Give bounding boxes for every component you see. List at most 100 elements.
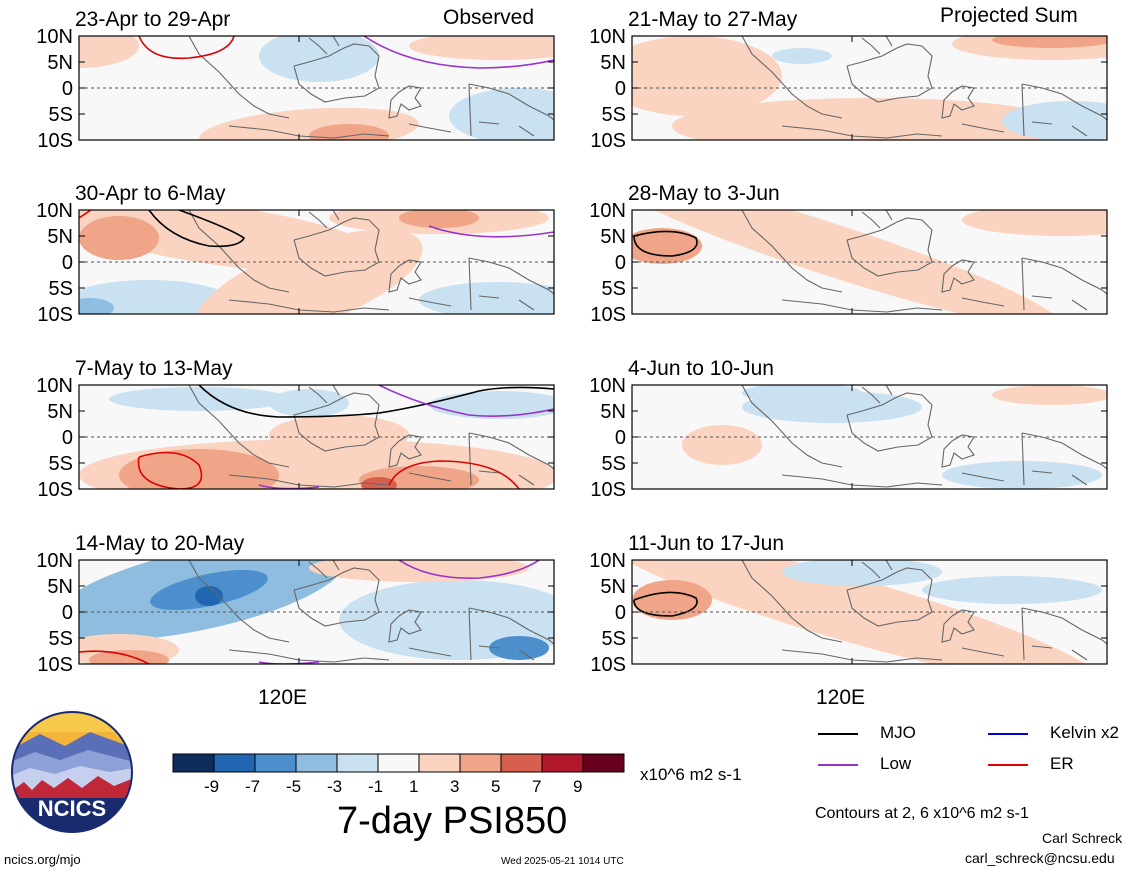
- colorbar-units: x10^6 m2 s-1: [640, 765, 742, 784]
- lat-tick-label: 5N: [47, 52, 73, 74]
- map-panel: 10N 5N 0 5S 10S 23-Apr to 29-Apr: [36, 8, 555, 152]
- colorbar-swatch: [172, 753, 215, 773]
- lat-tick-label: 0: [62, 252, 73, 274]
- x-tick-right: 120E: [816, 686, 866, 709]
- lat-tick-label: 10N: [36, 26, 73, 48]
- legend-swatch: [988, 733, 1028, 735]
- legend-label: Kelvin x2: [1050, 723, 1119, 742]
- x-tick-left: 120E: [258, 686, 308, 709]
- lat-tick-label: 10N: [589, 375, 626, 397]
- lat-tick-label: 5S: [49, 453, 73, 475]
- colorbar: [172, 753, 625, 773]
- colorbar-swatch: [336, 753, 379, 773]
- lat-tick-label: 0: [615, 602, 626, 624]
- map-panel: 10N 5N 0 5S 10S 28-May to 3-Jun: [589, 182, 1108, 326]
- low-contour: [378, 385, 554, 417]
- map-panel: 10N 5N 0 5S 10S 11-Jun to 17-Jun: [589, 532, 1108, 676]
- author: Carl Schreck: [1042, 830, 1123, 846]
- projected-label: Projected Sum: [940, 4, 1078, 27]
- colorbar-tick-label: 3: [450, 777, 460, 796]
- er-contour: [137, 451, 203, 489]
- mjo-contour: [148, 210, 246, 248]
- anomaly-shading: [632, 210, 1107, 314]
- colorbar-swatch: [418, 753, 461, 773]
- anomaly-shading: [682, 385, 1107, 489]
- lat-tick-label: 10S: [590, 130, 626, 152]
- ncics-logo: NCICS: [11, 711, 133, 833]
- contour-note: Contours at 2, 6 x10^6 m2 s-1: [815, 805, 1029, 822]
- colorbar-tick-label: -1: [368, 777, 384, 796]
- colorbar-swatch: [295, 753, 338, 773]
- lat-tick-label: 5S: [49, 628, 73, 650]
- timestamp: Wed 2025-05-21 1014 UTC: [501, 856, 624, 867]
- coastline: [188, 560, 554, 663]
- colorbar-swatch: [377, 753, 420, 773]
- anomaly-shading: [632, 560, 1103, 664]
- coastline: [741, 385, 1107, 488]
- colorbar-tick-label: -5: [286, 777, 302, 796]
- lat-tick-label: 5S: [602, 453, 626, 475]
- lat-tick-label: 10S: [37, 304, 73, 326]
- coastline: [741, 210, 1107, 313]
- legend-swatch: [818, 733, 858, 735]
- colorbar-swatch: [213, 753, 256, 773]
- legend-label: MJO: [880, 723, 916, 742]
- lat-tick-label: 5N: [600, 226, 626, 248]
- colorbar-tick-label: 9: [573, 777, 583, 796]
- map-panel: 10N 5N 0 5S 10S 30-Apr to 6-May: [36, 182, 555, 326]
- lat-tick-label: 10S: [37, 654, 73, 676]
- lat-tick-label: 10S: [590, 654, 626, 676]
- lat-tick-label: 0: [615, 427, 626, 449]
- colorbar-swatch: [459, 753, 502, 773]
- logo-text: NCICS: [38, 796, 106, 821]
- colorbar-tick-label: 7: [532, 777, 542, 796]
- low-contour: [428, 225, 554, 238]
- panel-title: 28-May to 3-Jun: [628, 182, 780, 205]
- er-contour: [79, 210, 92, 219]
- panel-title: 4-Jun to 10-Jun: [628, 357, 774, 380]
- anomaly-shading: [79, 387, 554, 489]
- colorbar-tick-label: -7: [245, 777, 261, 796]
- email: carl_schreck@ncsu.edu: [965, 850, 1115, 866]
- lat-tick-label: 5N: [47, 576, 73, 598]
- colorbar-tick-label: -3: [327, 777, 343, 796]
- lat-tick-label: 5S: [602, 278, 626, 300]
- colorbar-swatch: [541, 753, 584, 773]
- colorbar-tick-label: 5: [491, 777, 501, 796]
- lat-tick-label: 10N: [589, 26, 626, 48]
- lat-tick-label: 10N: [36, 375, 73, 397]
- colorbar-tick-label: -9: [204, 777, 220, 796]
- low-contour: [363, 36, 554, 69]
- colorbar-swatch: [582, 753, 625, 773]
- legend-swatch: [988, 764, 1028, 766]
- er-contour: [138, 36, 235, 60]
- coastline: [188, 36, 554, 139]
- anomaly-shading: [79, 36, 554, 140]
- lat-tick-label: 5S: [49, 104, 73, 126]
- map-panel: 10N 5N 0 5S 10S 7-May to 13-May: [36, 357, 555, 501]
- coastline: [741, 560, 1107, 663]
- lat-tick-label: 10N: [589, 200, 626, 222]
- anomaly-shading: [632, 36, 1107, 140]
- lat-tick-label: 5N: [47, 226, 73, 248]
- lat-tick-label: 0: [62, 427, 73, 449]
- lat-tick-label: 5S: [49, 278, 73, 300]
- panel-title: 7-May to 13-May: [75, 357, 233, 380]
- lat-tick-label: 0: [615, 252, 626, 274]
- coastline: [741, 36, 1107, 139]
- observed-label: Observed: [443, 6, 535, 29]
- colorbar-tick-label: 1: [409, 777, 419, 796]
- lat-tick-label: 5N: [47, 401, 73, 423]
- er-contour: [79, 650, 150, 664]
- lat-tick-label: 10S: [590, 479, 626, 501]
- main-title: 7-day PSI850: [337, 800, 568, 842]
- panel-title: 30-Apr to 6-May: [75, 182, 226, 205]
- mjo-contour: [633, 230, 698, 257]
- low-contour: [398, 560, 540, 579]
- map-panel: 10N 5N 0 5S 10S 14-May to 20-May: [36, 532, 555, 676]
- lat-tick-label: 10N: [589, 550, 626, 572]
- lat-tick-label: 5N: [600, 401, 626, 423]
- lat-tick-label: 10S: [37, 479, 73, 501]
